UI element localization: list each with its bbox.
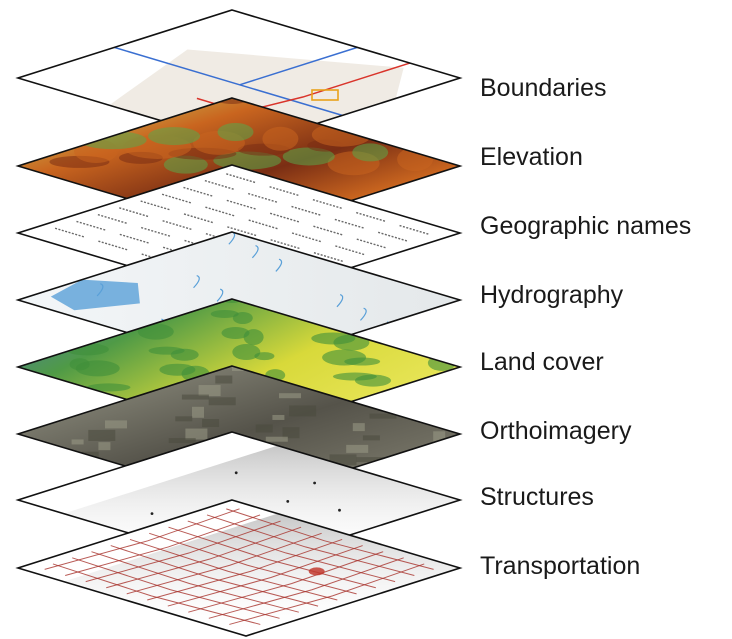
layer-label-structures: Structures: [480, 483, 594, 511]
layers-group: [15, 9, 463, 637]
layer-label-elevation: Elevation: [480, 143, 583, 171]
layer-label-hydrography: Hydrography: [480, 281, 624, 309]
layer-transportation: [15, 499, 463, 637]
layer-transportation-content: [18, 500, 460, 636]
layer-label-orthoimagery: Orthoimagery: [480, 417, 632, 445]
layer-label-names: Geographic names: [480, 212, 692, 240]
layer-transportation-outline: [15, 499, 463, 637]
layer-label-landcover: Land cover: [480, 348, 604, 376]
layer-label-transportation: Transportation: [480, 552, 641, 580]
layer-label-boundaries: Boundaries: [480, 74, 607, 102]
